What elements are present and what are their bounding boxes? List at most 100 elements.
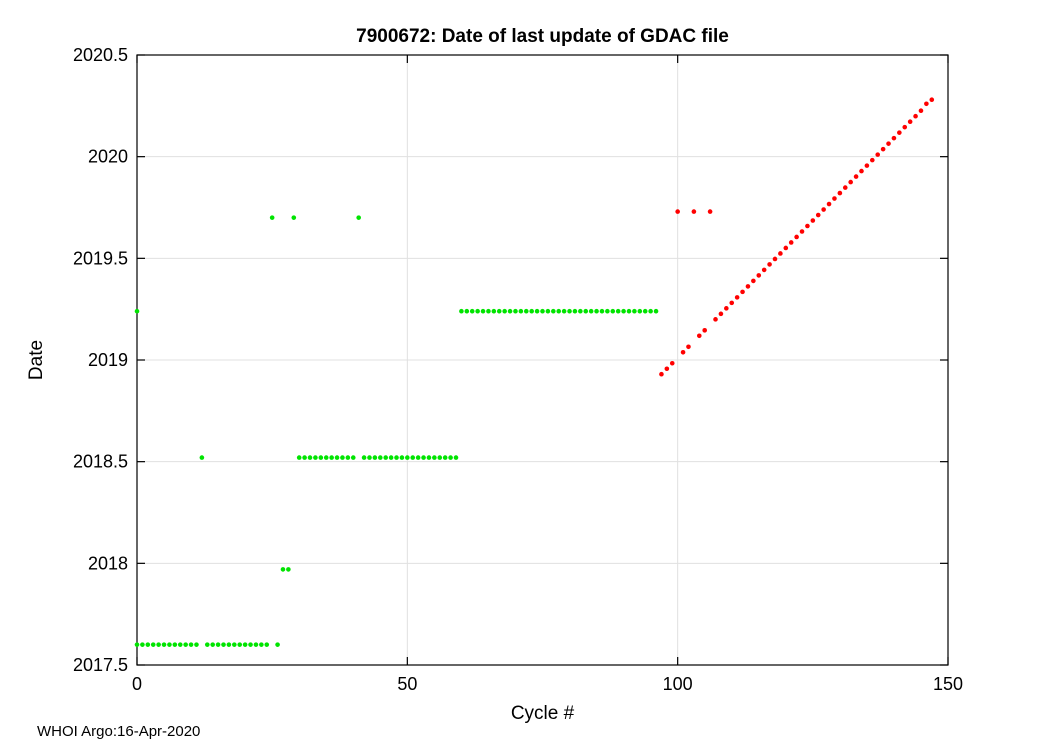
data-point-updated-earlier-green (340, 455, 345, 460)
data-point-updated-earlier-green (296, 455, 302, 460)
data-point-updated-recently-red (907, 119, 913, 124)
data-point-updated-earlier-green (242, 642, 248, 647)
data-point-updated-earlier-green (145, 642, 151, 647)
data-point-updated-earlier-green (453, 455, 459, 460)
data-point-updated-earlier-green (323, 455, 329, 460)
data-point-updated-earlier-green (551, 308, 556, 314)
data-point-updated-earlier-green (264, 642, 270, 647)
data-point-updated-recently-red (859, 168, 864, 174)
data-point-updated-earlier-green (286, 567, 291, 572)
data-point-updated-earlier-green (410, 455, 416, 460)
data-point-updated-earlier-green (329, 455, 334, 460)
data-point-updated-recently-red (778, 251, 783, 256)
y-tick-label: 2019 (88, 350, 128, 370)
data-point-updated-earlier-green (469, 308, 475, 314)
data-point-updated-recently-red (767, 262, 772, 267)
data-point-updated-recently-red (799, 229, 805, 234)
data-point-updated-recently-red (740, 289, 745, 295)
data-point-updated-earlier-green (556, 308, 562, 314)
data-point-updated-earlier-green (232, 642, 237, 647)
data-point-updated-earlier-green (426, 455, 432, 460)
data-point-updated-earlier-green (529, 308, 534, 314)
data-point-updated-recently-red (691, 209, 697, 214)
data-point-updated-recently-red (761, 267, 767, 273)
data-point-updated-recently-red (880, 146, 886, 152)
data-point-updated-earlier-green (496, 308, 502, 314)
data-point-updated-earlier-green (626, 308, 632, 314)
data-point-updated-earlier-green (594, 308, 599, 314)
data-point-updated-recently-red (848, 179, 853, 185)
data-point-updated-recently-red (924, 101, 929, 107)
data-point-updated-earlier-green (432, 455, 437, 460)
data-point-updated-recently-red (875, 152, 881, 157)
data-point-updated-earlier-green (480, 308, 486, 314)
data-point-updated-earlier-green (194, 642, 199, 647)
data-point-updated-earlier-green (378, 455, 383, 460)
data-point-updated-earlier-green (561, 308, 567, 314)
data-point-updated-recently-red (783, 245, 789, 251)
data-point-updated-recently-red (810, 218, 816, 223)
data-point-updated-earlier-green (367, 455, 372, 460)
x-tick-label: 100 (663, 674, 693, 694)
data-point-updated-earlier-green (302, 455, 307, 460)
data-point-updated-earlier-green (653, 308, 659, 314)
data-point-updated-recently-red (821, 207, 826, 212)
data-point-updated-recently-red (686, 344, 691, 350)
data-point-updated-earlier-green (269, 215, 275, 220)
data-point-updated-earlier-green (588, 308, 594, 314)
data-point-updated-earlier-green (632, 308, 637, 314)
data-point-updated-earlier-green (215, 642, 221, 647)
data-point-updated-earlier-green (610, 308, 616, 314)
data-point-updated-earlier-green (383, 455, 389, 460)
data-point-updated-earlier-green (372, 455, 378, 460)
data-point-updated-recently-red (815, 212, 821, 218)
chart-title: 7900672: Date of last update of GDAC fil… (356, 26, 729, 47)
data-point-updated-earlier-green (491, 308, 497, 314)
data-point-updated-earlier-green (156, 642, 161, 647)
data-point-updated-recently-red (864, 163, 870, 168)
data-point-updated-earlier-green (642, 308, 648, 314)
y-tick-label: 2018.5 (73, 452, 128, 472)
y-tick-label: 2018 (88, 553, 128, 573)
data-point-updated-earlier-green (415, 455, 421, 460)
data-point-updated-earlier-green (567, 308, 572, 314)
data-point-updated-recently-red (756, 273, 762, 278)
data-point-updated-recently-red (664, 366, 670, 372)
data-point-updated-earlier-green (318, 455, 324, 460)
data-point-updated-earlier-green (253, 642, 259, 647)
data-point-updated-earlier-green (513, 308, 518, 314)
data-point-updated-earlier-green (464, 308, 470, 314)
data-point-updated-earlier-green (442, 455, 448, 460)
data-point-updated-earlier-green (167, 642, 172, 647)
data-point-updated-recently-red (794, 234, 799, 240)
data-point-updated-earlier-green (648, 308, 653, 314)
data-point-updated-recently-red (680, 349, 686, 355)
data-point-updated-recently-red (772, 256, 778, 262)
data-point-updated-earlier-green (507, 308, 513, 314)
x-tick-label: 0 (132, 674, 142, 694)
data-point-updated-recently-red (718, 311, 724, 317)
data-point-updated-earlier-green (221, 642, 226, 647)
data-point-updated-recently-red (745, 284, 751, 289)
data-point-updated-earlier-green (134, 642, 140, 647)
data-point-updated-earlier-green (421, 455, 426, 460)
data-point-updated-earlier-green (275, 642, 280, 647)
data-point-updated-recently-red (702, 328, 707, 333)
data-point-updated-earlier-green (394, 455, 399, 460)
data-point-updated-recently-red (842, 185, 848, 190)
data-point-updated-earlier-green (291, 215, 297, 220)
data-point-updated-recently-red (696, 333, 702, 339)
data-point-updated-earlier-green (350, 455, 356, 460)
data-point-updated-recently-red (707, 209, 713, 214)
data-point-updated-earlier-green (621, 308, 626, 314)
data-point-updated-earlier-green (448, 455, 453, 460)
data-point-updated-earlier-green (183, 642, 188, 647)
y-tick-label: 2020 (88, 147, 128, 167)
data-point-updated-earlier-green (534, 308, 540, 314)
data-point-updated-recently-red (913, 113, 918, 119)
data-point-updated-earlier-green (259, 642, 264, 647)
y-tick-label: 2017.5 (73, 655, 128, 675)
x-tick-label: 50 (397, 674, 417, 694)
